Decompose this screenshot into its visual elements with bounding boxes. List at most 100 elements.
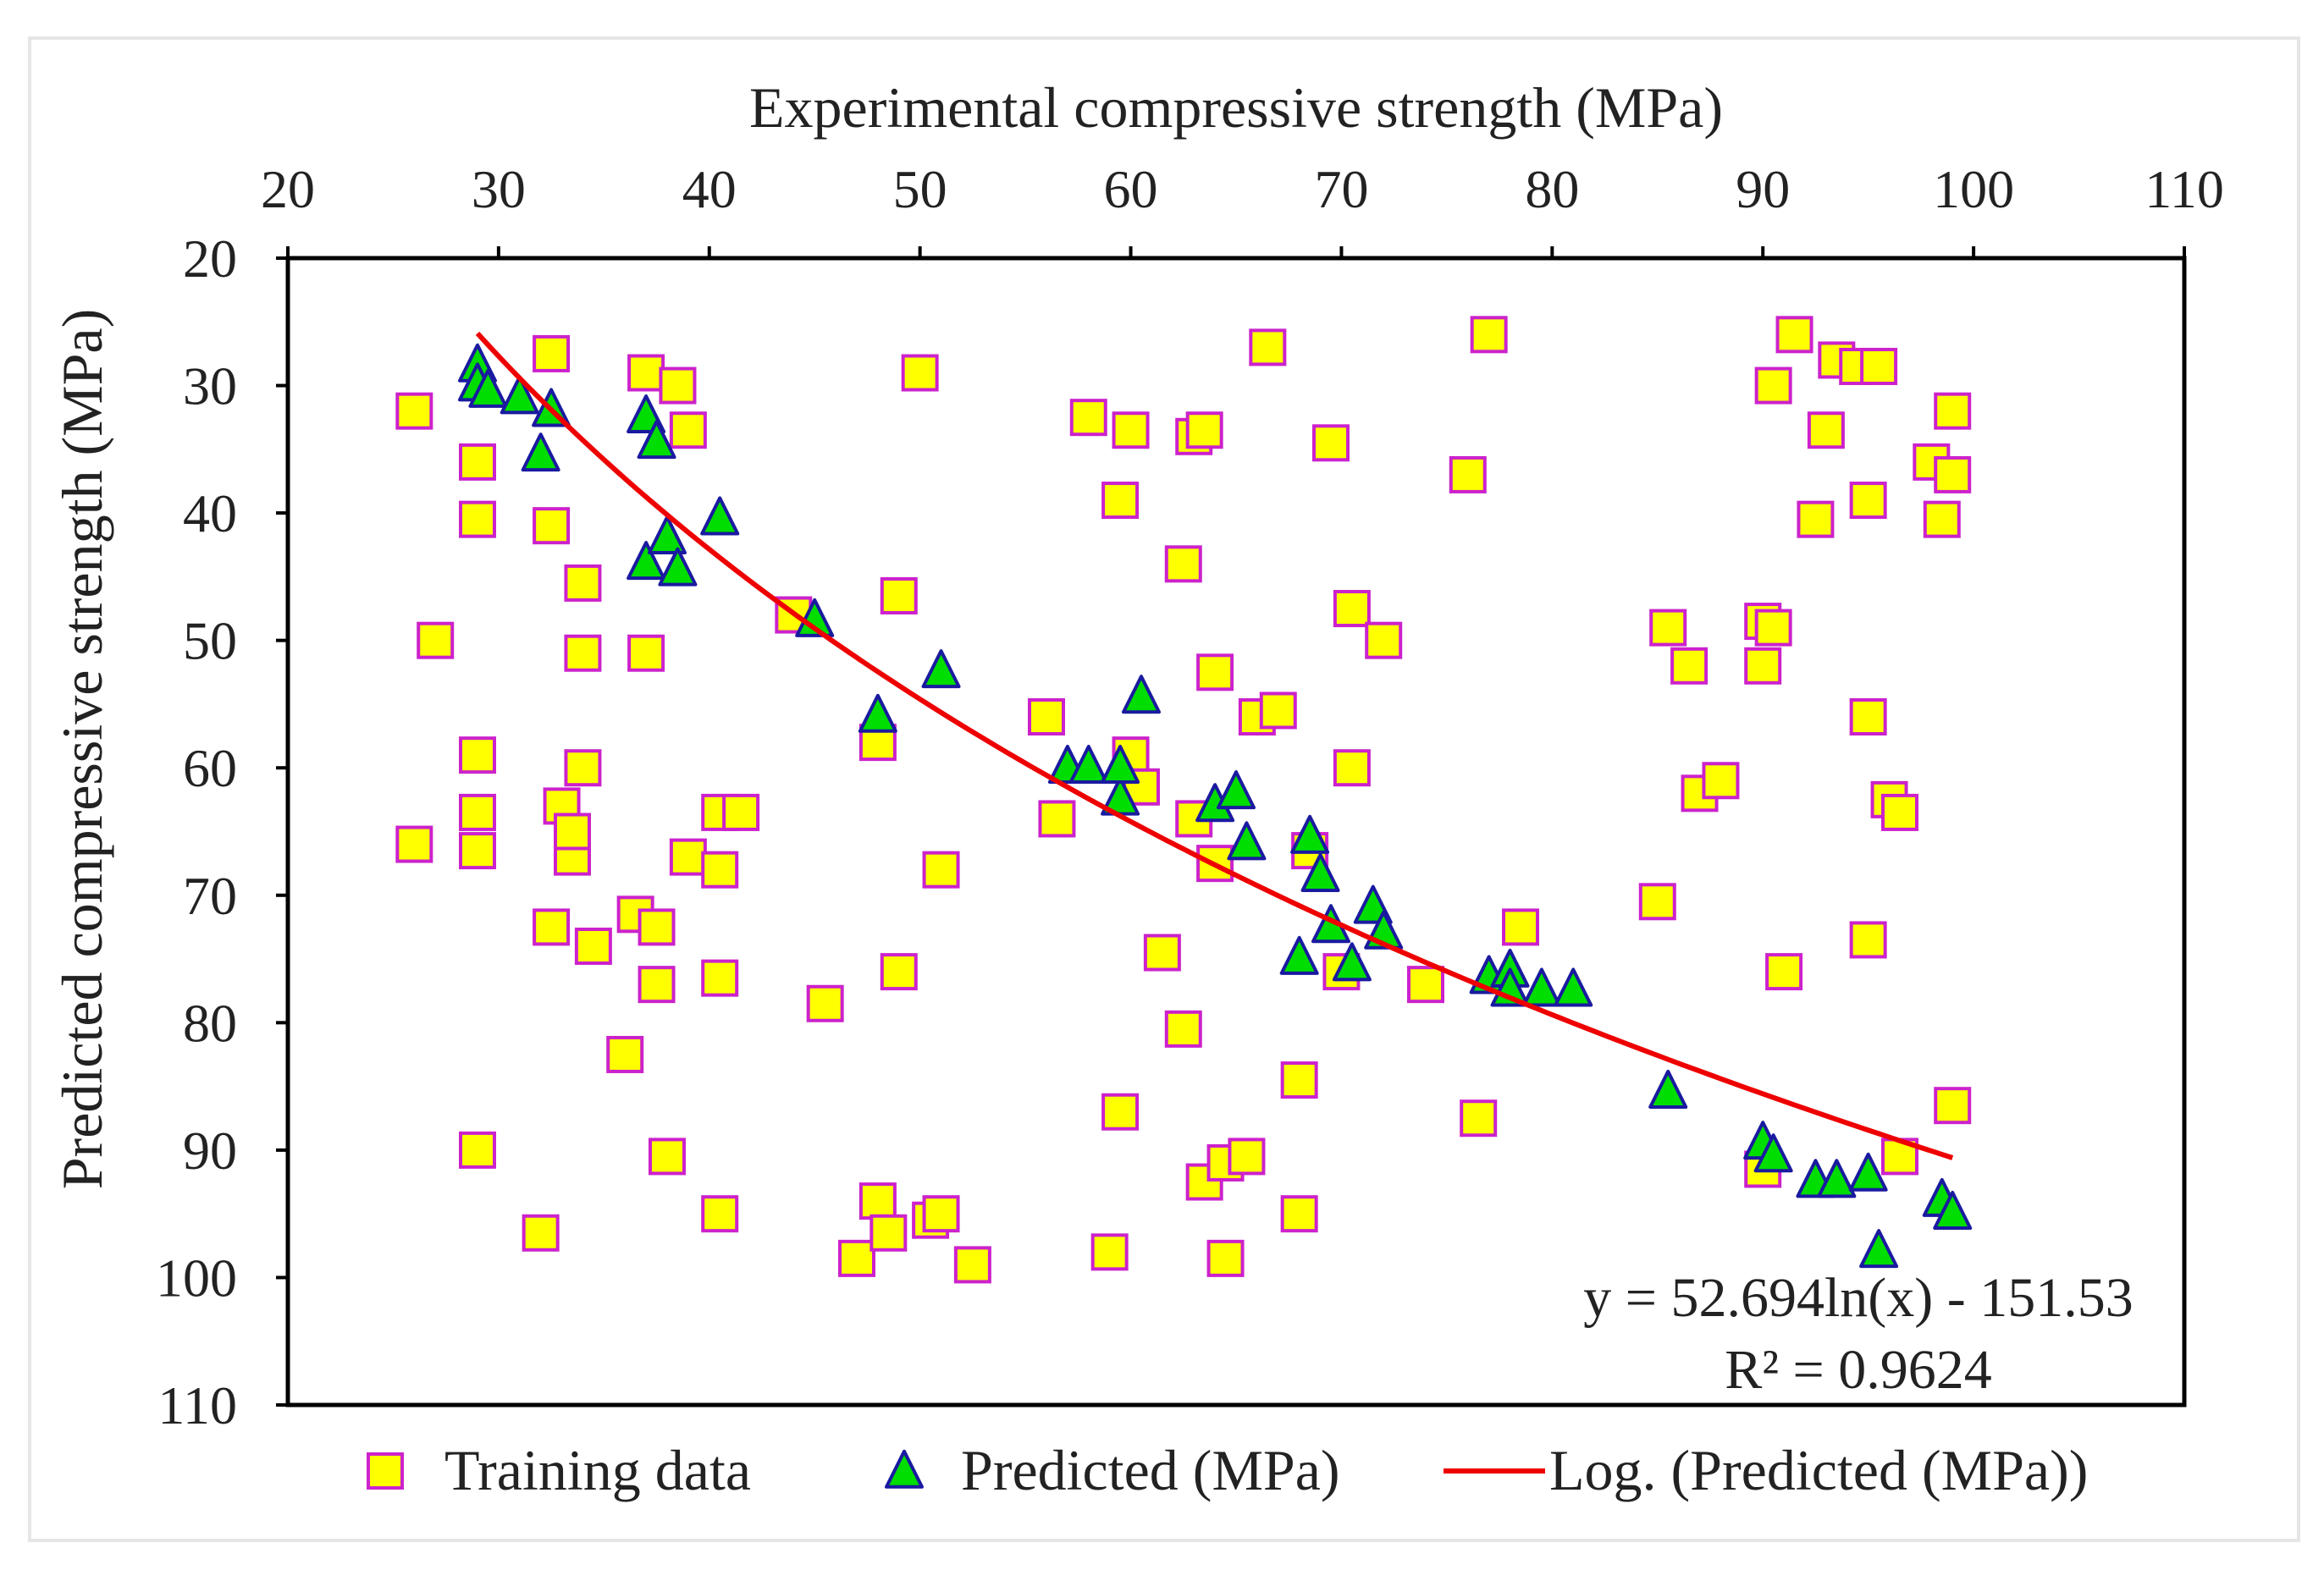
training-data-point	[701, 1195, 739, 1233]
training-data-point	[1280, 1195, 1318, 1233]
predicted-data-point	[1290, 814, 1330, 854]
y-tick-label: 30	[183, 356, 237, 416]
training-data-point	[606, 1035, 644, 1073]
training-data-point	[1702, 762, 1740, 800]
legend-predicted-marker	[885, 1449, 924, 1489]
training-data-point	[1333, 749, 1371, 787]
training-data-point	[1460, 1099, 1498, 1138]
predicted-data-point	[521, 432, 560, 472]
training-data-point	[1449, 455, 1487, 493]
training-data-point	[627, 354, 665, 392]
training-data-point	[869, 1214, 908, 1252]
predicted-series	[458, 343, 1973, 1269]
training-data-point	[533, 334, 571, 372]
x-tick-label: 90	[1736, 159, 1790, 219]
training-data-point	[1881, 793, 1918, 831]
training-data-point	[574, 928, 612, 965]
training-data-point	[1196, 653, 1234, 691]
legend-square-marker	[367, 1452, 404, 1490]
predicted-data-point	[637, 420, 676, 460]
y-tick-label: 70	[183, 866, 237, 926]
training-data-point	[1407, 966, 1444, 1004]
training-data-point	[901, 354, 939, 392]
training-data-point	[564, 749, 602, 787]
predicted-data-point	[795, 598, 835, 637]
x-axis-ticks: 20 30 40 50 60 70 80 90 100 110	[261, 159, 2224, 258]
predicted-data-point	[658, 547, 698, 587]
log-trendline	[475, 331, 1954, 1160]
predicted-data-point	[1753, 1133, 1793, 1173]
predicted-data-point	[1279, 935, 1319, 975]
predicted-data-point	[1933, 1190, 1973, 1230]
training-data-point	[1164, 545, 1202, 583]
predicted-data-point	[1817, 1159, 1857, 1198]
training-data-point	[1333, 590, 1371, 628]
y-tick-label: 80	[183, 993, 237, 1053]
training-data-point	[1280, 1061, 1318, 1099]
legend-training-marker	[367, 1452, 404, 1490]
training-data-point	[459, 1131, 496, 1169]
training-data-point	[1849, 921, 1887, 959]
predicted-data-point	[468, 368, 508, 408]
y-axis-ticks: 20 30 40 50 60 70 80 90 100 110	[156, 229, 288, 1435]
y-tick-label: 100	[156, 1248, 237, 1308]
predicted-data-point	[858, 693, 897, 733]
y-tick-label: 50	[183, 611, 237, 671]
x-tick-label: 110	[2145, 159, 2224, 219]
x-tick-label: 100	[1933, 159, 2014, 219]
predicted-data-point	[700, 496, 740, 536]
training-data-point	[649, 1138, 686, 1176]
predicted-data-point	[500, 375, 539, 415]
training-data-point	[701, 959, 739, 997]
training-data-point	[858, 1182, 897, 1220]
training-data-point	[564, 634, 602, 672]
training-data-point	[1849, 482, 1887, 520]
predicted-data-point	[1859, 1229, 1899, 1269]
training-data-point	[1923, 500, 1961, 538]
y-tick-label: 40	[183, 483, 237, 543]
training-data-point	[417, 621, 455, 659]
training-data-point	[1259, 691, 1297, 730]
training-data-point	[627, 634, 665, 672]
predicted-data-point	[1848, 1152, 1888, 1192]
training-data-point	[838, 1239, 875, 1277]
training-data-point	[1797, 500, 1835, 538]
legend-training-label: Training data	[444, 1438, 751, 1502]
training-data-point	[1849, 698, 1887, 735]
training-data-point	[1670, 647, 1708, 685]
training-data-point	[1101, 482, 1140, 520]
predicted-data-point	[1101, 745, 1140, 785]
x-tick-label: 50	[893, 159, 947, 219]
training-data-point	[1038, 800, 1076, 838]
predicted-data-point	[1648, 1069, 1688, 1109]
training-data-point	[459, 500, 496, 538]
training-data-point	[1164, 1010, 1202, 1048]
training-data-point	[1312, 424, 1350, 462]
plot-area-frame	[285, 256, 2187, 1407]
training-data-point	[1744, 647, 1782, 685]
predicted-data-point	[1068, 745, 1108, 785]
training-data-point	[554, 813, 591, 851]
training-data-point	[1775, 316, 1813, 354]
training-data-point	[659, 366, 697, 405]
training-data-point	[1470, 316, 1508, 354]
legend: Training data Predicted (MPa) Log. (Pred…	[367, 1438, 2088, 1502]
x-tick-label: 70	[1314, 159, 1368, 219]
predicted-data-point	[1332, 942, 1372, 982]
training-data-point	[459, 736, 496, 774]
training-data-point	[1249, 328, 1287, 366]
training-data-point	[1934, 392, 1972, 430]
training-data-point	[1090, 1233, 1129, 1271]
training-data-point	[459, 443, 496, 481]
predicted-data-point	[648, 515, 687, 555]
legend-triangle-marker	[885, 1449, 924, 1489]
legend-trendline-label: Log. (Predicted (MPa))	[1549, 1438, 2088, 1502]
training-data-point	[1185, 411, 1223, 449]
y-tick-label: 20	[183, 229, 237, 289]
training-data-point	[1649, 609, 1687, 647]
predicted-data-point	[1217, 770, 1256, 810]
training-data-point	[1206, 1239, 1245, 1277]
legend-predicted-label: Predicted (MPa)	[961, 1438, 1340, 1502]
trendline-equation: y = 52.694ln(x) - 151.53	[1583, 1267, 2134, 1329]
